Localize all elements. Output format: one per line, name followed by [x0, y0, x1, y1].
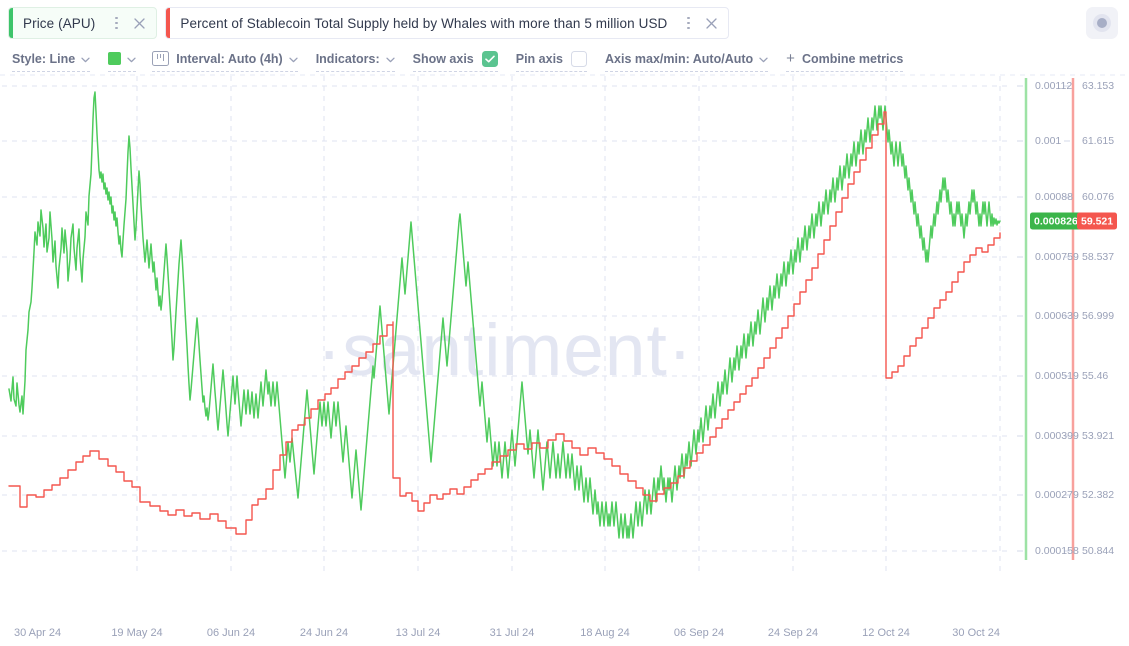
y-axis-tick-label: 0.000279: [1035, 489, 1079, 501]
y-axis-tick-label: 0.00112: [1035, 80, 1073, 92]
y-axis-tick-label: 50.844: [1082, 545, 1115, 557]
y-axis-tick-label: 0.000519: [1035, 370, 1079, 382]
y-axis-tick-label: 53.921: [1082, 430, 1115, 442]
x-axis-tick-label: 06 Sep 24: [673, 627, 725, 639]
indicators-label: Indicators:: [315, 51, 380, 66]
tab-bar: Price (APU) Percent of Stablecoin Total …: [0, 0, 1129, 46]
y-axis-tick-label: 58.537: [1082, 251, 1115, 263]
x-axis-tick-label: 24 Jun 24: [299, 627, 349, 639]
y-axis-tick-label: 52.382: [1082, 489, 1115, 501]
avatar-dot: [1097, 18, 1107, 28]
more-vertical-icon[interactable]: [107, 12, 125, 34]
x-axis-tick-label: 12 Oct 24: [862, 627, 910, 639]
x-axis-tick-label: 13 Jul 24: [395, 627, 441, 639]
y-axis-tick-label: 0.000399: [1035, 430, 1079, 442]
pin-axis-toggle[interactable]: Pin axis: [515, 49, 587, 72]
chart-toolbar: Style: Line Interval: Auto (4h) Indicato…: [0, 46, 1129, 74]
x-axis-tick-label: 18 Aug 24: [580, 627, 630, 639]
pin-axis-label: Pin axis: [515, 51, 563, 66]
tab-accent-bar: [166, 8, 171, 38]
x-axis-tick-label: 30 Apr 24: [14, 627, 62, 639]
axis-minmax-selector[interactable]: Axis max/min: Auto/Auto: [605, 49, 769, 72]
y-axis-tick-label: 0.00088: [1035, 191, 1073, 203]
x-axis-tick-label: 31 Jul 24: [489, 627, 535, 639]
candlestick-icon: [152, 51, 170, 66]
check-icon: [484, 55, 495, 62]
combine-metrics-button[interactable]: + Combine metrics: [786, 49, 904, 72]
x-axis-tick-label: 06 Jun 24: [206, 627, 256, 639]
close-icon[interactable]: [128, 12, 150, 34]
tab-label: Percent of Stablecoin Total Supply held …: [180, 15, 668, 31]
current-value-badge: 59.521: [1077, 212, 1118, 230]
chevron-down-icon: [127, 50, 136, 68]
tab-stablecoin-whales[interactable]: Percent of Stablecoin Total Supply held …: [165, 7, 730, 39]
plus-icon: +: [786, 50, 795, 67]
current-value-badge: 0.000826: [1030, 212, 1082, 230]
show-axis-label: Show axis: [412, 51, 474, 66]
x-axis-tick-label: 30 Oct 24: [952, 627, 1000, 639]
chevron-down-icon: [385, 52, 395, 66]
x-axis-tick-label: 24 Sep 24: [767, 627, 819, 639]
style-label: Style: Line: [12, 51, 76, 66]
y-axis-tick-label: 0.000759: [1035, 251, 1079, 263]
more-vertical-icon[interactable]: [679, 12, 697, 34]
y-axis-tick-label: 55.46: [1082, 370, 1109, 382]
color-selector[interactable]: [108, 49, 137, 72]
tab-list: Price (APU) Percent of Stablecoin Total …: [8, 7, 730, 39]
show-axis-checkbox[interactable]: [481, 50, 498, 67]
y-axis-tick-label: 0.000158: [1035, 545, 1079, 557]
y-axis-tick-label: 56.999: [1082, 310, 1115, 322]
interval-selector[interactable]: Interval: Auto (4h): [152, 49, 298, 72]
chart-area: ·santiment· 0.00112 0.001 0.00088 0.000759 0…: [0, 74, 1129, 639]
show-axis-toggle[interactable]: Show axis: [412, 49, 498, 72]
x-axis-tick-label: 19 May 24: [111, 627, 163, 639]
style-selector[interactable]: Style: Line: [12, 49, 91, 72]
user-avatar-icon: [1093, 14, 1111, 32]
combine-metrics-label: Combine metrics: [801, 51, 904, 66]
x-axis-labels: 30 Apr 24 19 May 24 06 Jun 24 24 Jun 24 13 J…: [0, 627, 1129, 646]
chart-plot[interactable]: [0, 74, 1129, 572]
y-axis-tick-label: 60.076: [1082, 191, 1115, 203]
chevron-down-icon: [759, 52, 768, 66]
color-swatch: [108, 52, 122, 65]
close-icon[interactable]: [700, 12, 722, 34]
chevron-down-icon: [81, 52, 90, 66]
user-avatar-button[interactable]: [1086, 7, 1118, 39]
chevron-down-icon: [289, 52, 298, 66]
pin-axis-checkbox[interactable]: [571, 50, 587, 67]
interval-label: Interval: Auto (4h): [176, 51, 283, 66]
tab-label: Price (APU): [23, 15, 96, 31]
y-axis-tick-label: 0.000639: [1035, 310, 1079, 322]
tab-price-apu[interactable]: Price (APU): [8, 7, 158, 39]
y-axis-tick-label: 61.615: [1082, 135, 1115, 147]
tab-accent-bar: [9, 8, 13, 38]
y-axis-tick-label: 63.153: [1082, 80, 1115, 92]
indicators-selector[interactable]: Indicators:: [315, 49, 395, 72]
y-axis-tick-label: 0.001: [1035, 135, 1062, 147]
axis-minmax-label: Axis max/min: Auto/Auto: [605, 51, 754, 66]
